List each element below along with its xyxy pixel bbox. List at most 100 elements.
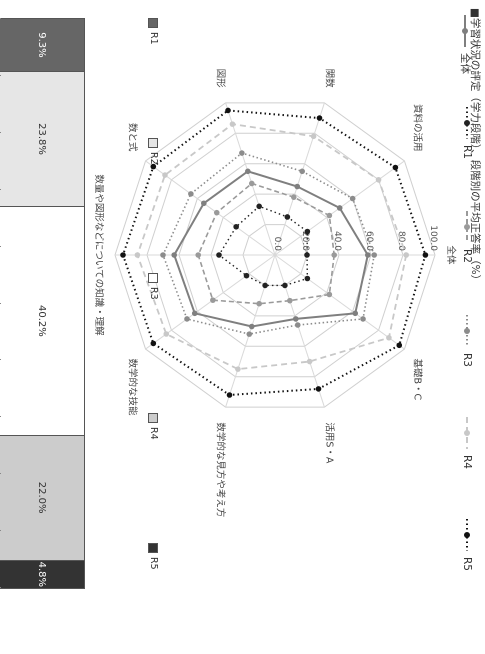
radar-tick-label: 40.0 [332,231,342,251]
radar-point [326,212,333,219]
radar-point [371,252,377,258]
stacked-bar: 9.3% 23.8% 40.2% 22.0% 4.8% [0,18,85,589]
legend-swatch [148,138,159,148]
bar-legend-label: R2 [148,152,159,165]
radar-legend-label: R1 [461,145,473,159]
radar-point [160,252,166,258]
radar-point [294,322,301,328]
radar-point [171,252,177,258]
radar-point [349,195,356,202]
bar-tick [0,359,1,361]
legend-line-icon [464,519,470,551]
radar-legend-label: 全体 [459,53,471,74]
bar-tick [0,131,1,133]
bar-legend-item: R1 [148,18,159,45]
radar-point [233,223,239,230]
radar-point [316,115,323,121]
radar-point [239,150,245,156]
radar-point [299,168,305,175]
radar-series [134,121,409,372]
bar-legend-label: R1 [148,32,159,45]
bar-axis-ticks [0,18,1,588]
radar-point [201,200,207,207]
radar-spoke [274,102,325,256]
radar-point [235,366,241,372]
bar-tick [0,188,1,190]
radar-legend-label: R5 [461,557,473,571]
radar-legend-item: R1 [461,106,473,159]
radar-point [210,297,216,303]
bar-legend-item: R4 [148,413,159,440]
bar-legend-item: R5 [148,543,159,570]
legend-line-icon [464,315,470,347]
bar-tick [0,473,1,475]
bar-legend: R1 R2 R3 R4 R5 [139,18,159,638]
bar-segment: 23.8% [0,71,84,208]
radar-spoke [274,254,325,408]
radar-series-line [162,152,376,335]
bar-segment: 9.3% [0,19,84,72]
radar-point [396,342,403,349]
radar-point [290,194,297,200]
radar-tick-label: 80.0 [396,231,406,251]
radar-point [162,172,168,178]
radar-point [422,252,429,258]
bar-tick [0,74,1,76]
bar-segment-label: 4.8% [36,561,48,588]
radar-point [245,168,251,175]
radar-axis-label: 資料の活用 [411,104,423,152]
radar-point [352,310,359,317]
radar-grid [114,102,436,408]
radar-axis-label: 図形 [215,69,227,89]
radar-legend-item: R5 [461,518,473,571]
bar-legend-item: R2 [148,138,159,165]
radar-point [304,275,311,282]
radar-legend-item: R3 [461,314,473,367]
radar-axis-label: 数学的な見方や考え方 [215,422,227,517]
bar-segment-label: 22.0% [36,481,48,514]
radar-point [163,331,170,337]
legend-swatch [148,273,159,283]
radar-axis-label: 活用S・A [323,422,335,464]
bar-segment-label: 23.8% [36,123,48,155]
bar-tick [0,18,1,19]
radar-point [287,297,293,304]
radar-tick-label: 20.0 [300,231,310,251]
radar-point [326,291,333,298]
legend-swatch [148,413,159,423]
radar-axis-label: 関数 [323,69,335,89]
radar-point [150,163,157,170]
radar-point [191,310,198,317]
radar-point [225,107,231,114]
radar-legend-label: R4 [461,455,473,469]
radar-legend: 全体 R1 R2 R3 R4 R5 [447,14,473,654]
radar-axis-label: 数と式 [127,123,139,152]
radar-point [262,282,268,289]
radar-point [365,252,371,258]
radar-series [160,150,377,337]
legend-swatch [148,18,159,28]
bar-tick [0,302,1,304]
radar-series [171,168,371,330]
radar-point [294,183,301,190]
bar-tick [0,530,1,532]
radar-point [229,121,236,127]
radar-point [306,358,313,365]
radar-point [336,205,343,211]
radar-point [386,334,392,341]
radar-spoke [225,102,276,256]
radar-point [256,203,262,210]
radar-point [304,228,311,235]
bar-segment-label: 40.2% [36,305,48,337]
radar-legend-label: R2 [461,249,473,263]
bar-legend-label: R5 [148,557,159,570]
radar-axis-label: 数学的な技能 [127,358,139,416]
radar-point [256,300,262,307]
radar-point [134,252,141,258]
radar-series [120,107,429,398]
legend-line-icon [464,107,470,139]
radar-series [195,180,337,307]
